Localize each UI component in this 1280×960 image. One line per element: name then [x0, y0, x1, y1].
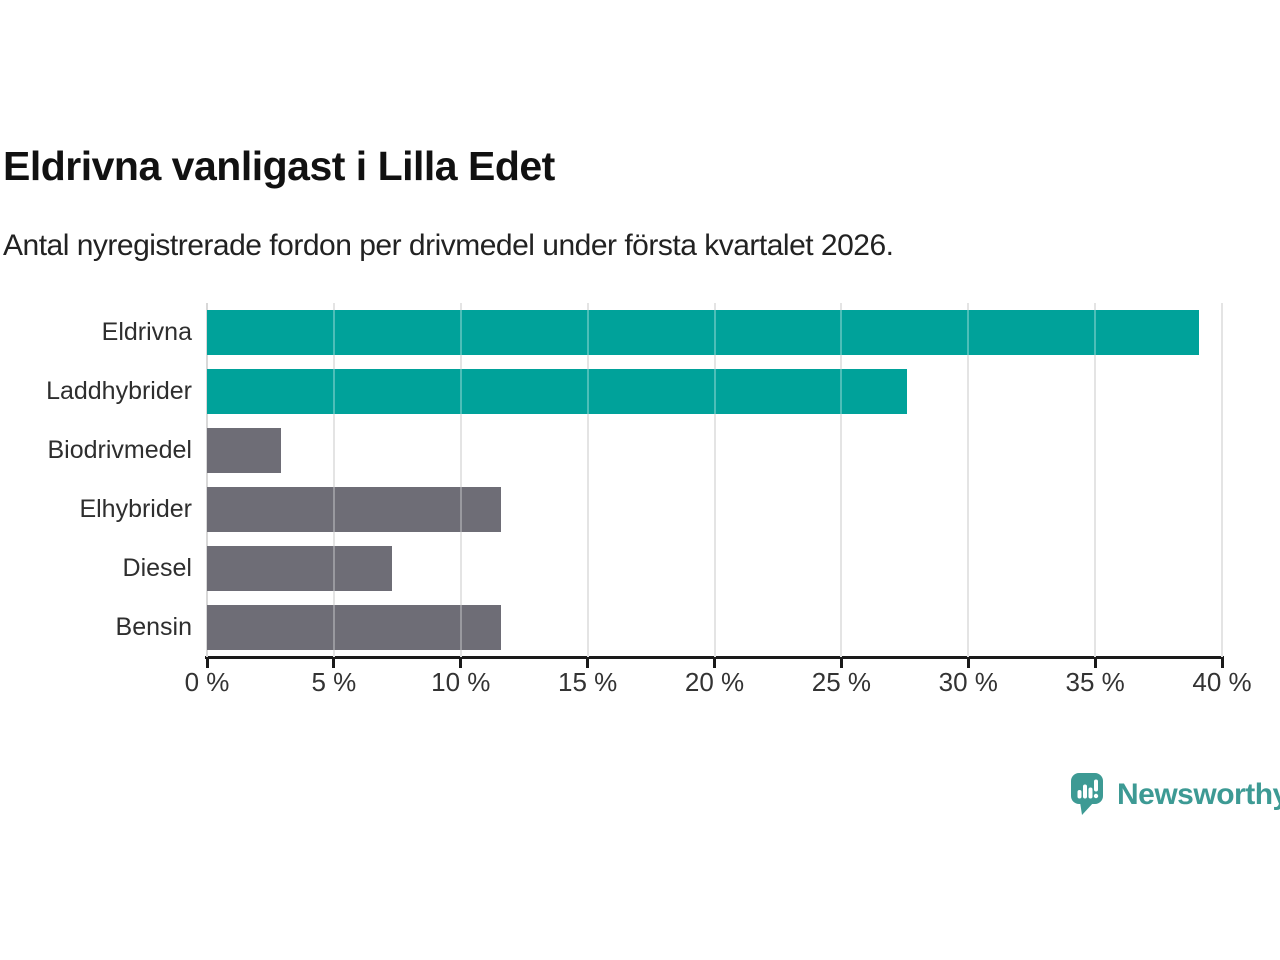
bar-bensin: [207, 605, 502, 650]
x-tick-label-0: 0 %: [184, 667, 230, 697]
x-tick-label-35: 35 %: [1065, 667, 1125, 697]
category-label-diesel: Diesel: [122, 554, 192, 582]
x-axis-tick-10: [459, 659, 463, 668]
gridline-15: [586, 303, 589, 657]
x-tick-label-5: 5 %: [311, 667, 357, 697]
gridline-overlay-15: [586, 303, 589, 657]
x-axis-tick-20: [713, 659, 716, 668]
x-tick-label-40: 40 %: [1192, 667, 1252, 697]
gridline-40: [1221, 303, 1223, 657]
gridline-10: [459, 303, 462, 657]
x-axis-tick-15: [586, 659, 590, 668]
bar-eldrivna: [207, 310, 1200, 355]
gridline-5: [332, 303, 335, 657]
gridline-overlay-40: [1221, 303, 1223, 657]
gridline-0: [206, 303, 208, 657]
x-axis-tick-0: [205, 659, 209, 668]
newsworthy-bubble-chart-icon: [1071, 773, 1103, 815]
bar-elhybrider: [207, 487, 502, 532]
gridline-overlay-35: [1094, 303, 1097, 657]
x-tick-label-25: 25 %: [811, 667, 871, 697]
newsworthy-logo-text: Newsworthy: [1117, 777, 1280, 811]
gridline-overlay-30: [967, 303, 970, 657]
x-axis-tick-40: [1220, 659, 1224, 668]
chart-subtitle: Antal nyregistrerade fordon per drivmede…: [3, 229, 894, 262]
gridline-20: [713, 303, 716, 657]
category-label-laddhybrider: Laddhybrider: [46, 377, 192, 405]
chart-title: Eldrivna vanligast i Lilla Edet: [3, 143, 555, 189]
x-tick-label-30: 30 %: [938, 667, 998, 697]
gridline-overlay-5: [332, 303, 335, 657]
gridline-25: [840, 303, 843, 657]
category-label-elhybrider: Elhybrider: [79, 495, 192, 523]
x-axis-tick-25: [839, 659, 843, 668]
x-tick-label-10: 10 %: [431, 667, 491, 697]
x-axis-line: [205, 656, 1224, 659]
x-axis-tick-30: [966, 659, 970, 668]
x-tick-label-20: 20 %: [684, 667, 745, 697]
gridline-overlay-20: [713, 303, 716, 657]
gridline-30: [967, 303, 970, 657]
plot-area: [206, 303, 1223, 657]
gridline-overlay-25: [840, 303, 843, 657]
bar-diesel: [207, 546, 393, 591]
newsworthy-logo[interactable]: Newsworthy: [1071, 773, 1280, 816]
category-label-bensin: Bensin: [115, 613, 192, 641]
bar-laddhybrider: [207, 369, 908, 414]
x-axis-tick-5: [332, 659, 336, 668]
category-label-biodrivmedel: Biodrivmedel: [47, 436, 192, 464]
gridline-35: [1094, 303, 1097, 657]
x-tick-label-15: 15 %: [557, 667, 618, 697]
bar-biodrivmedel: [207, 428, 281, 473]
gridline-overlay-10: [459, 303, 462, 657]
x-axis-tick-35: [1093, 659, 1097, 668]
category-label-eldrivna: Eldrivna: [101, 318, 192, 346]
